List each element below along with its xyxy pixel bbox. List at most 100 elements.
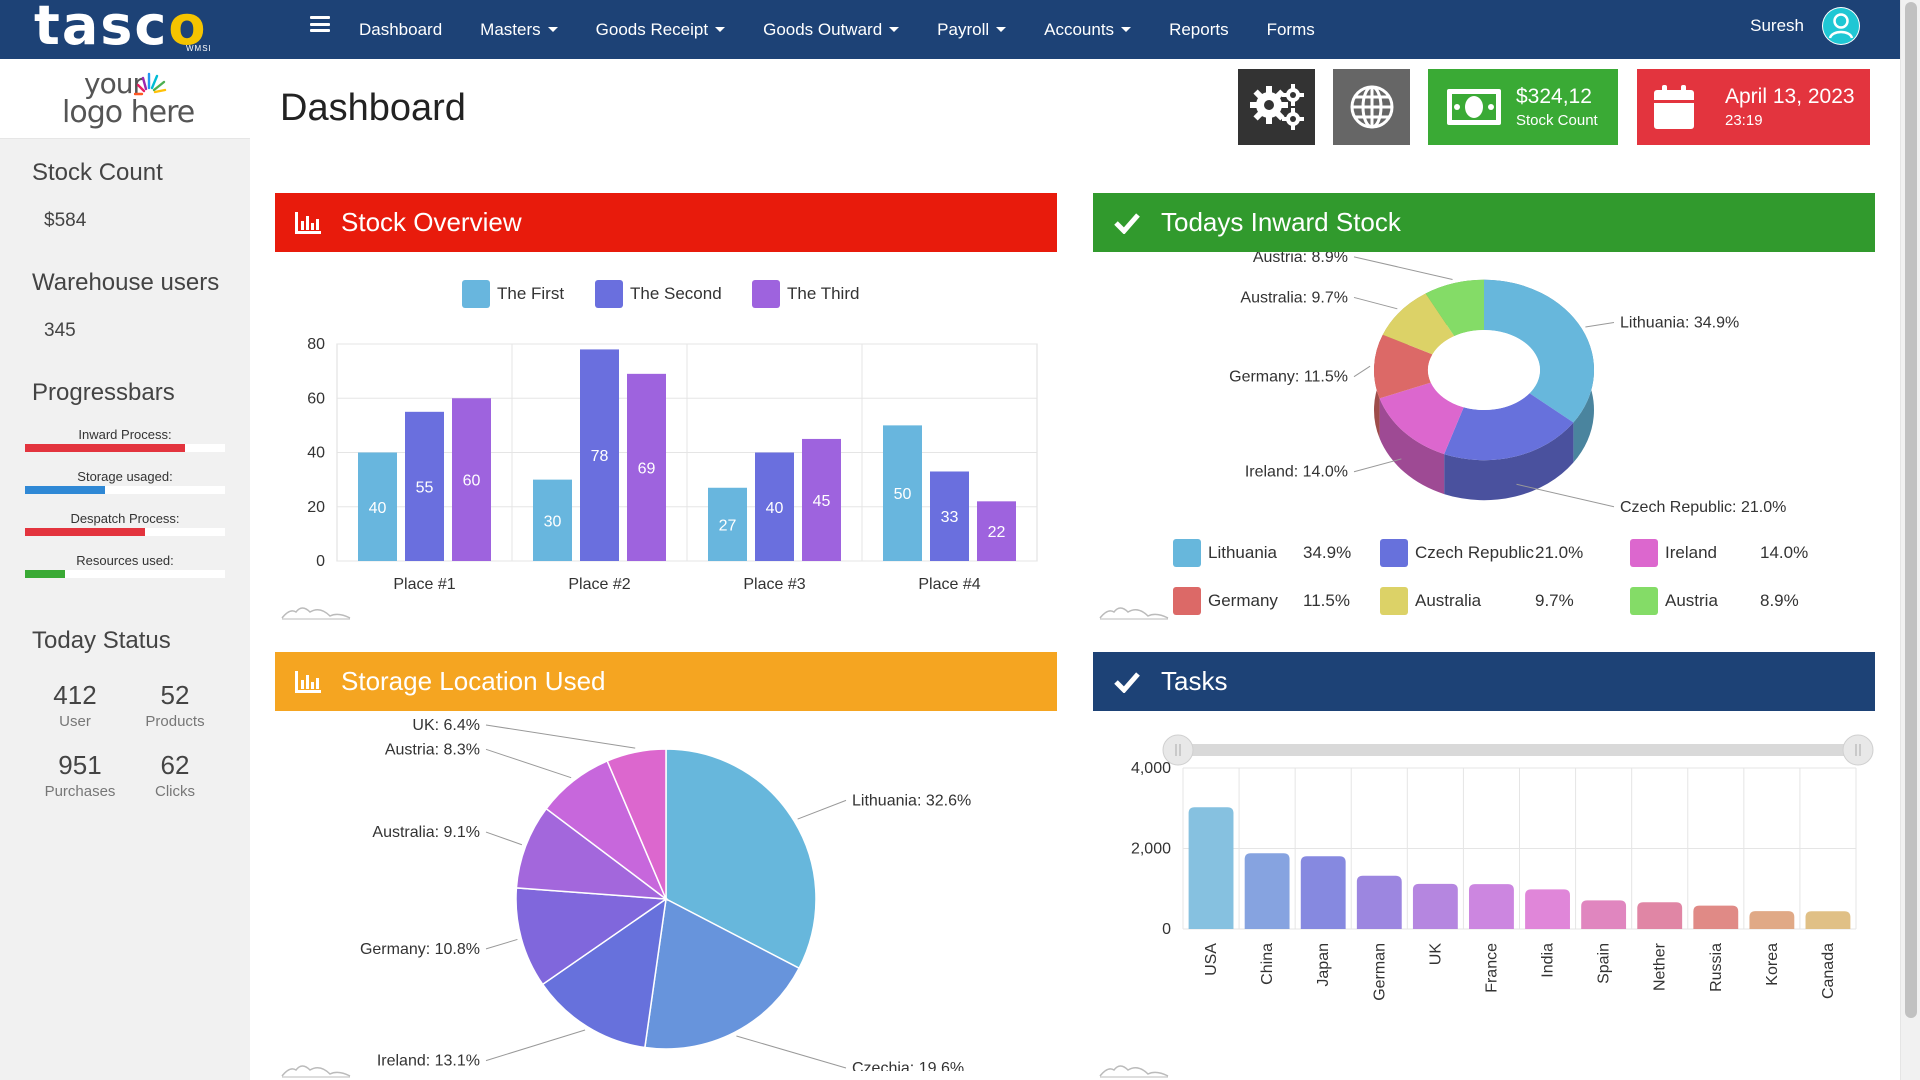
bar[interactable] [1805,911,1851,929]
bar[interactable] [930,471,969,561]
scrollbar-thumb[interactable] [1905,2,1917,1018]
donut-slice[interactable] [1374,334,1433,399]
nav-item-masters[interactable]: Masters [461,5,576,55]
donut-slice[interactable] [1425,279,1484,337]
menu-toggle-icon[interactable] [310,16,330,32]
bar-data-label: 78 [591,448,609,465]
company-logo: your logo here [0,59,250,139]
donut-slice[interactable] [1382,293,1455,355]
legend-item[interactable]: Germany 11.5% [1173,587,1350,615]
label-leader [1353,296,1398,310]
inward-stock-header: Todays Inward Stock [1093,193,1875,252]
bar[interactable] [452,398,491,561]
legend-item[interactable]: Australia 9.7% [1380,587,1574,615]
x-tick-label: USA [1203,943,1220,976]
settings-tile[interactable] [1238,69,1315,145]
pie-slice[interactable] [643,897,801,1050]
caret-down-icon [715,27,726,32]
slice-label: Germany: 10.8% [360,941,480,958]
bar[interactable] [580,349,619,561]
bar[interactable] [405,411,444,561]
legend-item[interactable]: Ireland 14.0% [1630,539,1808,567]
x-tick-label: France [1483,943,1500,993]
pie-slice[interactable] [515,887,669,986]
progressbar-fill [25,486,105,494]
pie-slice[interactable] [665,748,817,970]
bar[interactable] [802,438,841,561]
donut-slice[interactable] [1379,382,1464,455]
date-tile[interactable]: April 13, 2023 23:19 [1637,69,1870,145]
legend-item[interactable]: Czech Republic 21.0% [1380,539,1583,567]
sidebar: your logo here Stock Count $584 Warehous… [0,59,250,1080]
nav-item-payroll[interactable]: Payroll [918,5,1025,55]
user-menu[interactable]: Suresh [1750,0,1860,52]
bar[interactable] [1188,807,1234,929]
bar[interactable] [1637,902,1683,929]
legend-item[interactable]: The Second [595,280,722,308]
nav-item-goods-receipt[interactable]: Goods Receipt [577,5,744,55]
scrollbar-grip-icon[interactable] [1162,734,1194,766]
donut-slice[interactable] [1444,393,1574,461]
slice-label: Ireland: 13.1% [377,1053,480,1070]
globe-icon [1350,85,1393,129]
progressbar-fill [25,528,145,536]
slice-label: UK: 6.4% [412,717,480,734]
bar-data-label: 60 [463,473,481,490]
bar[interactable] [1749,911,1795,929]
bar[interactable] [883,425,922,561]
bar[interactable] [977,501,1016,561]
language-tile[interactable] [1333,69,1410,145]
bar[interactable] [1244,853,1290,929]
nav-item-dashboard[interactable]: Dashboard [340,5,461,55]
bar[interactable] [1300,856,1346,929]
pie-slice[interactable] [515,807,669,900]
x-tick-label: Canada [1820,943,1837,999]
pie-slice[interactable] [606,748,667,900]
amcharts-watermark-icon [281,1065,351,1078]
label-leader [485,938,518,950]
legend-label: The Second [630,284,722,303]
pie-slice[interactable] [541,897,667,1049]
warehouse-users-value: 345 [44,320,76,341]
nav-item-goods-outward[interactable]: Goods Outward [744,5,918,55]
bar-data-label: 30 [544,513,562,530]
bar[interactable] [755,452,794,562]
legend-item[interactable]: The Third [752,280,859,308]
bar-data-label: 40 [766,500,784,517]
bar[interactable] [708,487,747,561]
bar[interactable] [627,373,666,561]
nav-item-label: Dashboard [359,19,443,39]
legend-item[interactable]: Lithuania 34.9% [1173,539,1351,567]
legend-swatch [595,280,623,308]
bar[interactable] [533,479,572,561]
nav-item-label: Payroll [937,19,990,39]
y-tick-label: 0 [1162,921,1171,938]
legend-item[interactable]: The First [462,280,564,308]
scrollbar-grip-icon[interactable] [1842,734,1874,766]
brand-logo[interactable]: tasco WMSI [0,0,250,59]
bar[interactable] [1525,889,1570,929]
caret-down-icon [889,27,900,32]
main-nav: Dashboard Masters Goods Receipt Goods Outwa… [340,0,1334,59]
bar[interactable] [1693,905,1739,929]
calendar-icon [1654,85,1694,129]
donut-slice[interactable] [1484,279,1594,423]
bar[interactable] [1356,875,1402,929]
stock-count-tile[interactable]: $324,12 Stock Count [1428,69,1618,145]
legend-swatch [462,280,490,308]
tasks-header: Tasks [1093,652,1875,711]
nav-item-accounts[interactable]: Accounts [1025,5,1150,55]
page-scrollbar[interactable] [1900,0,1920,1080]
chart-scrollbar[interactable] [1183,744,1858,756]
nav-item-forms[interactable]: Forms [1248,5,1334,55]
nav-item-reports[interactable]: Reports [1150,5,1248,55]
y-tick-label: 20 [307,499,325,516]
bar[interactable] [1412,883,1458,929]
bar[interactable] [1581,900,1627,929]
logo-burst-icon [134,72,167,96]
bar[interactable] [1469,884,1514,929]
bar[interactable] [358,452,397,562]
user-avatar-icon[interactable] [1822,7,1860,45]
legend-item[interactable]: Austria 8.9% [1630,587,1799,615]
slice-label: Australia: 9.1% [372,824,480,841]
